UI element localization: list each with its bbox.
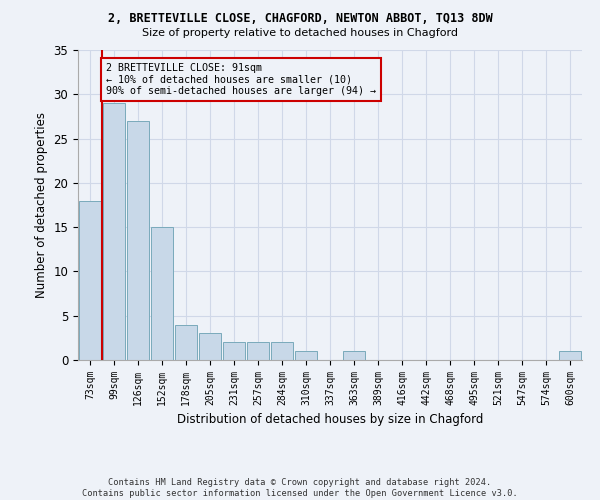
Bar <box>79 200 101 360</box>
Text: 2, BRETTEVILLE CLOSE, CHAGFORD, NEWTON ABBOT, TQ13 8DW: 2, BRETTEVILLE CLOSE, CHAGFORD, NEWTON A… <box>107 12 493 26</box>
Bar <box>127 121 149 360</box>
Bar <box>247 342 269 360</box>
Text: Size of property relative to detached houses in Chagford: Size of property relative to detached ho… <box>142 28 458 38</box>
Bar <box>343 351 365 360</box>
Bar <box>559 351 581 360</box>
Bar <box>151 227 173 360</box>
Bar <box>295 351 317 360</box>
Bar <box>199 334 221 360</box>
Bar <box>175 324 197 360</box>
Text: 2 BRETTEVILLE CLOSE: 91sqm
← 10% of detached houses are smaller (10)
90% of semi: 2 BRETTEVILLE CLOSE: 91sqm ← 10% of deta… <box>106 64 376 96</box>
X-axis label: Distribution of detached houses by size in Chagford: Distribution of detached houses by size … <box>177 414 483 426</box>
Y-axis label: Number of detached properties: Number of detached properties <box>35 112 48 298</box>
Bar <box>103 103 125 360</box>
Bar <box>223 342 245 360</box>
Text: Contains HM Land Registry data © Crown copyright and database right 2024.
Contai: Contains HM Land Registry data © Crown c… <box>82 478 518 498</box>
Bar <box>271 342 293 360</box>
